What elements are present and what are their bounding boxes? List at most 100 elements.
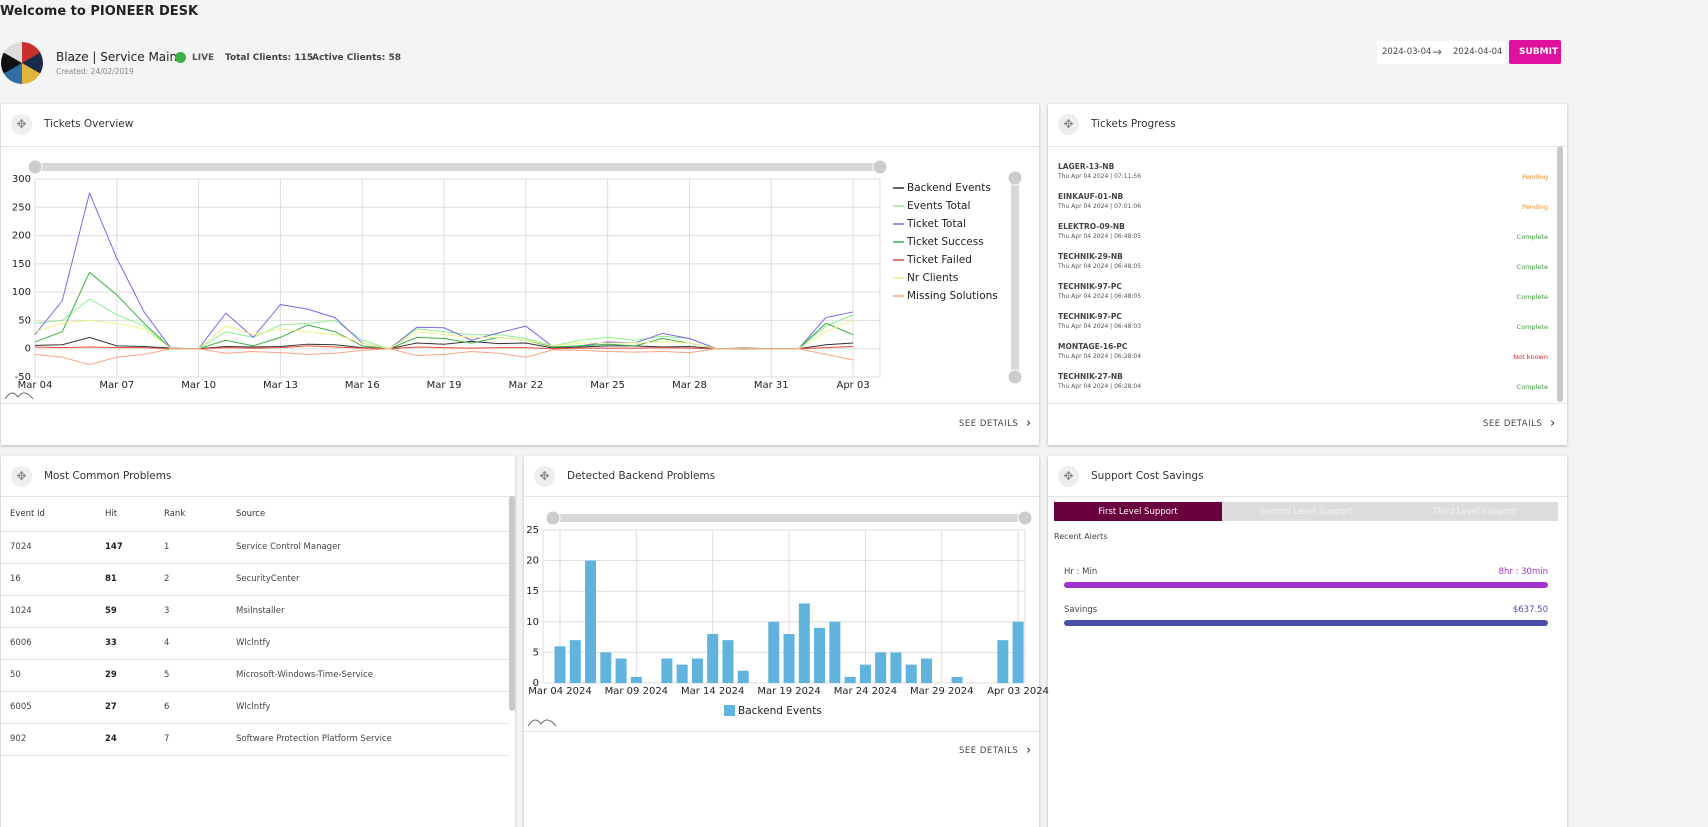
ticket-name: LAGER-13-NB [1058, 162, 1115, 171]
table-cell: Microsoft-Windows-Time-Service [236, 670, 373, 680]
page-title: Welcome to PIONEER DESK [0, 4, 199, 19]
tickets-progress-card [1048, 104, 1567, 445]
move-icon: ✥ [534, 466, 555, 487]
table-cell: 3 [164, 606, 170, 616]
see-details[interactable]: SEE DETAILS [959, 419, 1019, 429]
metric-value: 8hr : 30min [1498, 567, 1548, 577]
card-header-line [524, 496, 1039, 497]
table-cell: 6005 [10, 702, 32, 712]
tab-label: Third Level Support [1432, 507, 1516, 517]
table-line [1, 627, 509, 628]
card-header-line [1048, 496, 1567, 497]
card-title: Tickets Progress [1091, 118, 1176, 130]
recent-alerts: Recent Alerts [1054, 532, 1108, 541]
logo [1, 42, 43, 84]
tab-label: First Level Support [1098, 507, 1178, 517]
ticket-status: Not known [1513, 353, 1548, 361]
ticket-name: MONTAGE-16-PC [1058, 342, 1128, 351]
table-cell: 7024 [10, 542, 32, 552]
submit-label: SUBMIT [1519, 47, 1559, 57]
metric-label: Savings [1064, 605, 1098, 615]
submit-button[interactable]: SUBMIT [1509, 40, 1561, 64]
table-cell: 902 [10, 734, 27, 744]
see-details[interactable]: SEE DETAILS [1483, 419, 1543, 429]
ticket-name: ELEKTRO-09-NB [1058, 222, 1125, 231]
support-tab[interactable]: Third Level Support [1390, 502, 1558, 521]
table-cell: 7 [164, 734, 170, 744]
move-icon: ✥ [11, 114, 32, 135]
date-to: 2024-04-04 [1453, 47, 1503, 57]
column-header: Source [236, 509, 266, 519]
table-cell: SecurityCenter [236, 574, 300, 584]
tab-label: Second Level Support [1259, 507, 1353, 517]
scrollbar [1557, 146, 1563, 402]
table-cell: 50 [10, 670, 21, 680]
table-cell: 2 [164, 574, 170, 584]
table-cell: MsiInstaller [236, 606, 285, 616]
table-cell: 81 [105, 574, 117, 584]
ticket-status: Complete [1516, 263, 1548, 271]
table-line [1, 563, 509, 564]
move-icon: ✥ [11, 466, 32, 487]
see-details[interactable]: SEE DETAILS [959, 746, 1019, 756]
table-cell: Wlclntfy [236, 702, 271, 712]
metric-label: Hr : Min [1064, 567, 1098, 577]
table-line [1, 691, 509, 692]
card-title: Tickets Overview [44, 118, 134, 130]
support-tab[interactable]: First Level Support [1054, 502, 1222, 521]
scrollbar [509, 496, 515, 711]
table-line [1, 531, 509, 532]
ticket-name: TECHNIK-97-PC [1058, 312, 1122, 321]
date-arrow: → [1432, 45, 1443, 59]
org-created: Created: 24/02/2019 [56, 67, 134, 76]
ticket-date: Thu Apr 04 2024 | 06:48:03 [1058, 323, 1142, 330]
table-cell: 147 [105, 542, 123, 552]
table-cell: 29 [105, 670, 117, 680]
table-cell: Service Control Manager [236, 542, 341, 552]
table-line [1, 755, 509, 756]
active-clients: Active Clients: 58 [312, 53, 401, 63]
backend-problems-card [524, 456, 1039, 827]
card-title: Most Common Problems [44, 470, 172, 482]
table-line [1, 595, 509, 596]
table-cell: 4 [164, 638, 170, 648]
chevron: › [1026, 416, 1032, 431]
table-cell: 59 [105, 606, 117, 616]
date-range [1377, 41, 1505, 64]
metric-value: $637.50 [1512, 605, 1548, 615]
ticket-name: TECHNIK-29-NB [1058, 252, 1123, 261]
ticket-status: Complete [1516, 383, 1548, 391]
move-icon: ✥ [1058, 114, 1079, 135]
ticket-date: Thu Apr 04 2024 | 07:11:56 [1058, 173, 1142, 180]
ticket-date: Thu Apr 04 2024 | 06:48:05 [1058, 263, 1142, 270]
table-cell: 1 [164, 542, 170, 552]
live-icon [175, 52, 186, 63]
column-header: Hit [105, 509, 118, 519]
move-icon: ✥ [1058, 466, 1079, 487]
table-cell: 33 [105, 638, 117, 648]
card-title: Support Cost Savings [1091, 470, 1204, 482]
ticket-date: Thu Apr 04 2024 | 06:48:05 [1058, 233, 1142, 240]
table-cell: 6 [164, 702, 170, 712]
ticket-status: Pending [1522, 203, 1548, 211]
table-line [1, 659, 509, 660]
ticket-name: TECHNIK-27-NB [1058, 372, 1123, 381]
ticket-status: Complete [1516, 233, 1548, 241]
ticket-date: Thu Apr 04 2024 | 06:28:04 [1058, 353, 1142, 360]
column-header: Event Id [10, 509, 45, 519]
table-cell: 24 [105, 734, 117, 744]
table-cell: 6006 [10, 638, 32, 648]
card-header-line [1, 496, 515, 497]
table-line [1, 723, 509, 724]
card-footer-line [1, 403, 1039, 404]
card-header-line [1, 146, 1039, 147]
table-cell: 5 [164, 670, 170, 680]
support-tab[interactable]: Second Level Support [1222, 502, 1390, 521]
ticket-name: TECHNIK-97-PC [1058, 282, 1122, 291]
ticket-status: Complete [1516, 323, 1548, 331]
total-clients: Total Clients: 115 [225, 53, 314, 63]
ticket-status: Pending [1522, 173, 1548, 181]
ticket-date: Thu Apr 04 2024 | 07:01:06 [1058, 203, 1142, 210]
card-footer-line [524, 731, 1039, 732]
